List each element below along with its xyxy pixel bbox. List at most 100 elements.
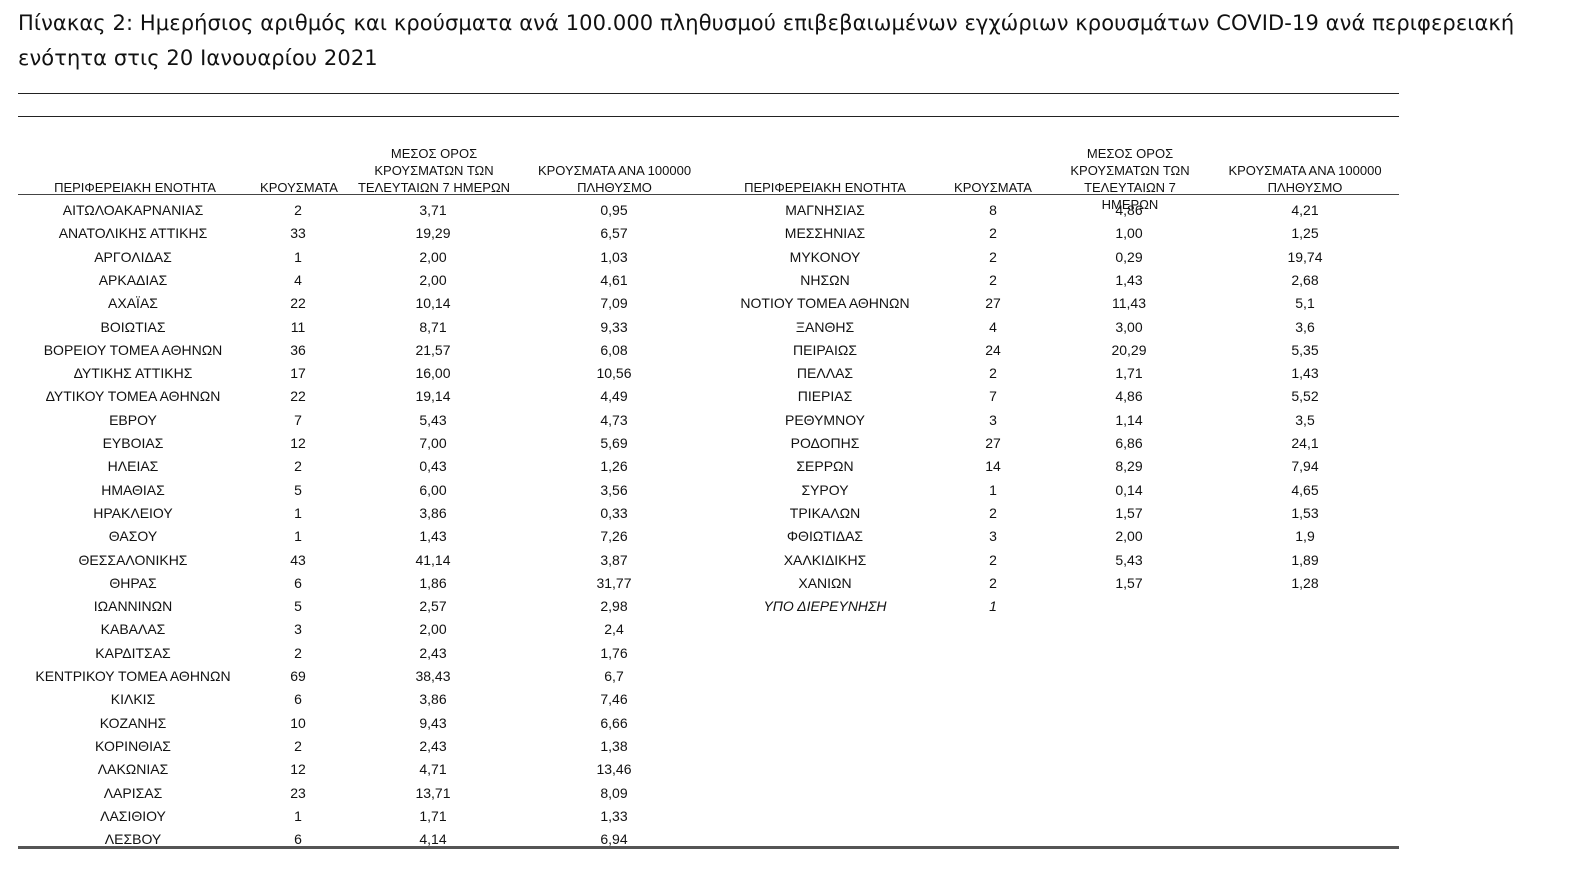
per100k-cell: 6,7 xyxy=(604,668,624,684)
cases-cell: 7 xyxy=(294,411,302,428)
per100k-cell: 8,09 xyxy=(600,784,628,801)
cases-cell: 10 xyxy=(290,714,306,731)
region-cell: ΒΟΙΩΤΙΑΣ xyxy=(100,318,166,335)
cases-cell: 12 xyxy=(290,761,306,778)
region-cell: ΗΜΑΘΙΑΣ xyxy=(101,481,165,498)
region-cell: ΧΑΝΙΩΝ xyxy=(798,574,852,591)
per100k-cell: 1,38 xyxy=(600,737,628,754)
per100k-cell: 4,49 xyxy=(600,388,628,405)
region-cell: ΚΟΖΑΝΗΣ xyxy=(99,714,167,731)
per100k-cell: 13,46 xyxy=(596,761,632,778)
cases-cell: 24 xyxy=(985,341,1001,358)
region-cell: ΕΒΡΟΥ xyxy=(109,411,157,428)
region-cell: ΛΕΣΒΟΥ xyxy=(104,831,162,848)
per100k-cell: 2,4 xyxy=(604,621,624,638)
region-cell: ΡΕΘΥΜΝΟΥ xyxy=(784,411,865,428)
per100k-cell: 7,94 xyxy=(1291,458,1319,475)
per100k-cell: 6,66 xyxy=(600,714,628,731)
header-underline xyxy=(18,194,1399,195)
region-cell: ΒΟΡΕΙΟΥ ΤΟΜΕΑ ΑΘΗΝΩΝ xyxy=(43,341,223,358)
avg7-cell: 1,00 xyxy=(1115,225,1143,242)
cases-cell: 2 xyxy=(294,458,302,475)
cases-cell: 5 xyxy=(294,598,302,615)
avg7-cell: 4,86 xyxy=(1115,202,1143,218)
region-cell: ΥΠΟ ΔΙΕΡΕΥΝΗΣΗ xyxy=(763,598,887,615)
cases-cell: 4 xyxy=(294,271,302,288)
right-header-avg7: ΜΕΣΟΣ ΟΡΟΣ ΚΡΟΥΣΜΑΤΩΝ ΤΩΝ ΤΕΛΕΥΤΑΙΩΝ 7 Η… xyxy=(1070,146,1190,212)
region-cell: ΣΥΡΟΥ xyxy=(801,481,849,498)
cases-cell: 1 xyxy=(294,504,302,521)
per100k-cell: 1,76 xyxy=(600,644,628,661)
avg7-cell: 1,43 xyxy=(1115,271,1143,288)
region-cell: ΑΝΑΤΟΛΙΚΗΣ ΑΤΤΙΚΗΣ xyxy=(58,225,208,242)
avg7-cell: 0,14 xyxy=(1115,481,1143,498)
region-cell: ΚΑΡΔΙΤΣΑΣ xyxy=(95,644,171,661)
per100k-cell: 1,33 xyxy=(600,807,628,824)
left-header-cases: ΚΡΟΥΣΜΑΤΑ xyxy=(260,180,338,195)
avg7-cell: 5,43 xyxy=(419,411,447,428)
avg7-cell: 3,71 xyxy=(419,202,447,218)
region-cell: ΗΛΕΙΑΣ xyxy=(107,458,159,475)
cases-cell: 7 xyxy=(989,388,997,405)
per100k-cell: 4,21 xyxy=(1291,202,1319,218)
region-cell: ΔΥΤΙΚΟΥ ΤΟΜΕΑ ΑΘΗΝΩΝ xyxy=(45,388,221,405)
cases-cell: 2 xyxy=(294,202,302,218)
right-header-cases: ΚΡΟΥΣΜΑΤΑ xyxy=(954,180,1032,195)
cases-cell: 22 xyxy=(290,295,306,312)
cases-cell: 5 xyxy=(294,481,302,498)
avg7-cell: 2,43 xyxy=(419,737,447,754)
cases-cell: 2 xyxy=(989,574,997,591)
per100k-cell: 3,5 xyxy=(1295,411,1315,428)
region-cell: ΕΥΒΟΙΑΣ xyxy=(102,435,164,451)
region-cell: ΑΡΓΟΛΙΔΑΣ xyxy=(94,248,172,265)
cases-cell: 2 xyxy=(989,225,997,242)
per100k-cell: 1,9 xyxy=(1295,528,1315,545)
per100k-cell: 10,56 xyxy=(596,365,632,382)
region-cell: ΚΕΝΤΡΙΚΟΥ ΤΟΜΕΑ ΑΘΗΝΩΝ xyxy=(35,668,231,684)
per100k-cell: 1,28 xyxy=(1291,574,1319,591)
cases-cell: 1 xyxy=(294,248,302,265)
per100k-cell: 19,74 xyxy=(1287,248,1323,265)
cases-cell: 22 xyxy=(290,388,306,405)
bottom-rule xyxy=(18,846,1399,849)
avg7-cell: 0,43 xyxy=(419,458,447,475)
avg7-cell: 1,57 xyxy=(1115,504,1143,521)
region-cell: ΚΑΒΑΛΑΣ xyxy=(100,621,166,638)
avg7-cell: 3,86 xyxy=(419,504,447,521)
cases-cell: 2 xyxy=(294,737,302,754)
avg7-cell: 1,43 xyxy=(419,528,447,545)
avg7-cell: 4,71 xyxy=(419,761,447,778)
cases-cell: 2 xyxy=(989,365,997,382)
cases-cell: 1 xyxy=(294,528,302,545)
avg7-cell: 1,14 xyxy=(1115,411,1143,428)
per100k-cell: 3,56 xyxy=(600,481,628,498)
per100k-cell: 0,95 xyxy=(600,202,628,218)
avg7-cell: 10,14 xyxy=(415,295,451,312)
region-cell: ΠΕΛΛΑΣ xyxy=(796,365,854,382)
cases-cell: 4 xyxy=(989,318,997,335)
region-cell: ΝΟΤΙΟΥ ΤΟΜΕΑ ΑΘΗΝΩΝ xyxy=(740,295,910,312)
per100k-cell: 4,73 xyxy=(600,411,628,428)
avg7-cell: 11,43 xyxy=(1112,295,1146,312)
per100k-cell: 1,26 xyxy=(600,458,628,475)
cases-cell: 2 xyxy=(989,271,997,288)
region-cell: ΛΑΡΙΣΑΣ xyxy=(103,784,163,801)
avg7-cell: 13,71 xyxy=(415,784,451,801)
per100k-cell: 24,1 xyxy=(1291,435,1319,451)
cases-cell: 6 xyxy=(294,574,302,591)
region-cell: ΠΙΕΡΙΑΣ xyxy=(797,388,853,405)
per100k-cell: 7,09 xyxy=(600,295,628,312)
region-cell: ΙΩΑΝΝΙΝΩΝ xyxy=(93,598,173,615)
cases-cell: 2 xyxy=(989,248,997,265)
per100k-cell: 1,03 xyxy=(600,248,628,265)
per100k-cell: 7,26 xyxy=(600,528,628,545)
cases-cell: 6 xyxy=(294,831,302,848)
per100k-cell: 4,65 xyxy=(1291,481,1319,498)
avg7-cell: 4,14 xyxy=(419,831,447,848)
avg7-cell: 2,00 xyxy=(419,621,447,638)
per100k-cell: 1,89 xyxy=(1291,551,1319,568)
left-header-per100k: ΚΡΟΥΣΜΑΤΑ ΑΝΑ 100000 ΠΛΗΘΥΣΜΟ xyxy=(537,163,692,195)
region-cell: ΜΥΚΟΝΟΥ xyxy=(789,248,861,265)
region-cell: ΑΧΑΪΑΣ xyxy=(108,295,158,312)
cases-cell: 3 xyxy=(989,411,997,428)
